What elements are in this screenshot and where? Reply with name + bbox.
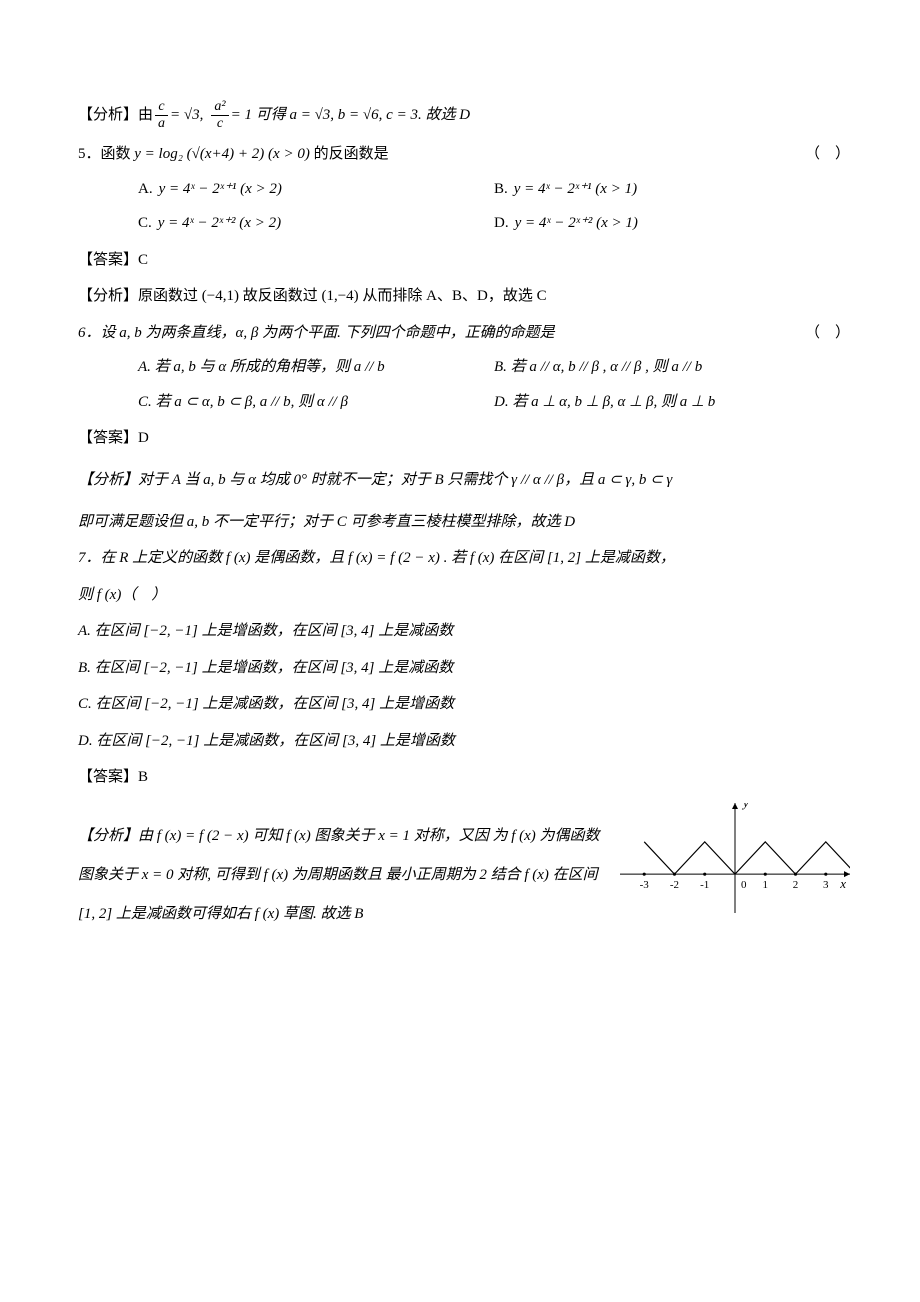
q5-answer: 【答案】C [78,249,850,272]
q6-opt-A: A. 若 a, b 与 α 所成的角相等，则 a // b [138,356,494,379]
q5-A-text: y = 4ˣ − 2ˣ⁺¹ (x > 2) [159,181,282,197]
q5-analysis: 【分析】原函数过 (−4,1) 故反函数过 (1,−4) 从而排除 A、B、D，… [78,285,850,308]
q7-opt-C: C. 在区间 [−2, −1] 上是减函数，在区间 [3, 4] 上是增函数 [78,693,850,716]
q4-frac1: c a [155,100,168,131]
q7-answer: 【答案】B [78,766,850,789]
q7-ana-1: 【分析】由 f (x) = f (2 − x) 可知 f (x) 图象关于 x … [78,828,489,844]
q7-ana-4: 草图. 故选 B [283,906,363,922]
q6-stem-row: 6．设 a, b 为两条直线，α, β 为两个平面. 下列四个命题中，正确的命题… [78,322,850,345]
graph-svg: -3 -2 -1 0 1 2 3 y x [620,803,850,913]
q7-analysis-wrap: -3 -2 -1 0 1 2 3 y x 【分析】由 f (x) = f (2 − x) 可知 … [78,803,850,948]
q5-D-text: y = 4ˣ − 2ˣ⁺² (x > 1) [515,215,638,231]
svg-text:x: x [839,876,846,891]
q4-frac2: a² c [211,100,228,131]
q4-frac1-den: a [155,116,168,131]
q6-stem-text: 6．设 a, b 为两条直线，α, β 为两个平面. 下列四个命题中，正确的命题… [78,325,555,341]
q5-opt-B: B. y = 4ˣ − 2ˣ⁺¹ (x > 1) [494,178,850,201]
q5-opt-A: A. y = 4ˣ − 2ˣ⁺¹ (x > 2) [138,178,494,201]
q7-opt-A: A. 在区间 [−2, −1] 上是增函数，在区间 [3, 4] 上是减函数 [78,620,850,643]
q5-opt-D: D. y = 4ˣ − 2ˣ⁺² (x > 1) [494,212,850,235]
svg-text:y: y [741,803,749,810]
q6-options: A. 若 a, b 与 α 所成的角相等，则 a // b B. 若 a // … [138,356,850,413]
q7-stem-2: 则 f (x)（ ） [78,584,850,607]
q4-eq1: = √3, [170,104,203,127]
q6-answer: 【答案】D [78,427,850,450]
q5-stem-row: 5．函数 y = log₂ (√(x+4) + 2) (x > 0) 的反函数是… [78,143,850,166]
q6-opt-C: C. 若 a ⊂ α, b ⊂ β, a // b, 则 α // β [138,391,494,414]
q5-stem-pre: 5．函数 [78,146,134,162]
q5-C-text: y = 4ˣ − 2ˣ⁺² (x > 2) [158,215,281,231]
q7-stem-1: 7．在 R 上定义的函数 f (x) 是偶函数，且 f (x) = f (2 −… [78,547,850,570]
q5-C-label: C. [138,215,152,231]
q4-analysis: 【分析】由 c a = √3, a² c = 1 可得 a = √3, b = … [78,100,850,131]
q6-opt-row2: C. 若 a ⊂ α, b ⊂ β, a // b, 则 α // β D. 若… [138,391,850,414]
svg-text:3: 3 [823,879,829,891]
q5-paren: （ ） [805,143,850,166]
q6-opt-D: D. 若 a ⊥ α, b ⊥ β, α ⊥ β, 则 a ⊥ b [494,391,850,414]
svg-text:-2: -2 [670,879,679,891]
q5-opt-row1: A. y = 4ˣ − 2ˣ⁺¹ (x > 2) B. y = 4ˣ − 2ˣ⁺¹ … [138,178,850,201]
q6-opt-row1: A. 若 a, b 与 α 所成的角相等，则 a // b B. 若 a // … [138,356,850,379]
q5-D-label: D. [494,215,509,231]
q5-B-label: B. [494,181,508,197]
q5-stem: 5．函数 y = log₂ (√(x+4) + 2) (x > 0) 的反函数是 [78,143,389,166]
q6-opt-B: B. 若 a // α, b // β , α // β , 则 a // b [494,356,850,379]
svg-text:0: 0 [741,879,747,891]
q6-analysis-1: 【分析】对于 A 当 a, b 与 α 均成 0° 时就不一定；对于 B 只需找… [78,464,850,497]
q6-stem: 6．设 a, b 为两条直线，α, β 为两个平面. 下列四个命题中，正确的命题… [78,322,555,345]
q5-options: A. y = 4ˣ − 2ˣ⁺¹ (x > 2) B. y = 4ˣ − 2ˣ⁺¹ … [138,178,850,235]
svg-text:2: 2 [793,879,799,891]
svg-text:-3: -3 [640,879,650,891]
q4-frac1-num: c [155,100,167,116]
svg-text:-1: -1 [700,879,709,891]
q4-frac2-den: c [214,116,226,131]
q7-opt-B: B. 在区间 [−2, −1] 上是增函数，在区间 [3, 4] 上是减函数 [78,657,850,680]
q5-opt-row2: C. y = 4ˣ − 2ˣ⁺² (x > 2) D. y = 4ˣ − 2ˣ⁺² … [138,212,850,235]
q5-A-label: A. [138,181,153,197]
q7-opt-D: D. 在区间 [−2, −1] 上是减函数，在区间 [3, 4] 上是增函数 [78,730,850,753]
q4-frac2-num: a² [211,100,228,116]
svg-text:1: 1 [763,879,769,891]
q5-opt-C: C. y = 4ˣ − 2ˣ⁺² (x > 2) [138,212,494,235]
q4-eq2: = 1 可得 a = √3, b = √6, c = 3. 故选 D [231,104,470,127]
q6-analysis-2: 即可满足题设但 a, b 不一定平行；对于 C 可参考直三棱柱模型排除，故选 D [78,511,850,534]
q7-graph: -3 -2 -1 0 1 2 3 y x [620,803,850,921]
q4-analysis-prefix: 【分析】由 [78,104,153,127]
q6-paren: （ ） [805,322,850,345]
q5-stem-math: y = log₂ (√(x+4) + 2) (x > 0) [134,146,310,162]
q5-stem-post: 的反函数是 [310,146,389,162]
q5-B-text: y = 4ˣ − 2ˣ⁺¹ (x > 1) [514,181,637,197]
